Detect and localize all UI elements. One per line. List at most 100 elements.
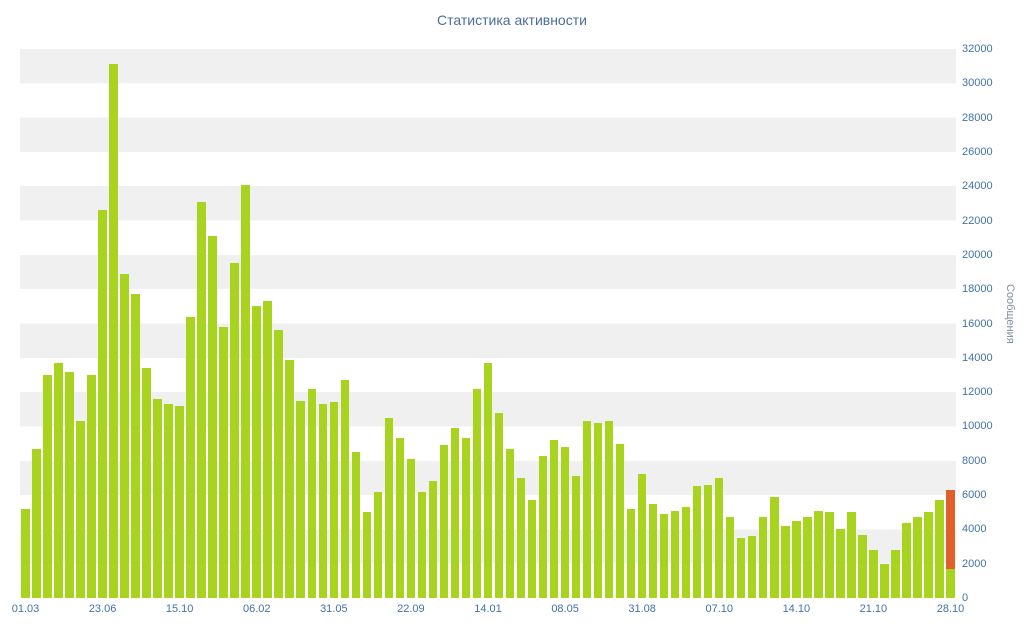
bar[interactable] (318, 404, 328, 598)
bar[interactable] (274, 330, 283, 598)
bar[interactable] (43, 374, 52, 598)
bar[interactable] (307, 388, 316, 598)
bar[interactable] (902, 522, 911, 598)
bar[interactable] (725, 517, 735, 598)
bar[interactable] (120, 273, 129, 598)
bar[interactable] (505, 448, 515, 598)
bar[interactable] (230, 263, 239, 598)
bar[interactable] (770, 496, 779, 598)
bar[interactable] (329, 402, 339, 598)
x-axis-label: 15.10 (165, 603, 194, 615)
bar[interactable] (76, 421, 85, 598)
bar[interactable] (186, 316, 195, 598)
bar[interactable] (836, 529, 845, 598)
bar[interactable] (406, 459, 416, 598)
bar[interactable] (98, 210, 107, 598)
bar[interactable] (615, 443, 625, 598)
bar[interactable] (781, 525, 790, 598)
bar[interactable] (747, 536, 757, 598)
bar[interactable] (164, 404, 173, 598)
bar[interactable] (263, 301, 272, 598)
bar[interactable] (252, 306, 261, 598)
bar[interactable] (384, 417, 394, 598)
bar-highlight-base[interactable] (946, 568, 955, 598)
bar[interactable] (175, 405, 184, 598)
x-axis-label: 01.03 (11, 603, 40, 615)
bar[interactable] (428, 481, 438, 598)
bar[interactable] (32, 448, 41, 598)
x-axis-label: 28.10 (936, 603, 965, 615)
bar[interactable] (571, 476, 581, 598)
y-axis-tick-label: 22000 (962, 214, 993, 227)
bar[interactable] (913, 517, 922, 598)
bar[interactable] (869, 549, 878, 598)
bar[interactable] (109, 64, 118, 598)
y-axis-tick-label: 26000 (962, 145, 993, 158)
bar[interactable] (648, 503, 658, 598)
bar[interactable] (880, 563, 889, 598)
bar[interactable] (692, 486, 702, 598)
bar[interactable] (483, 362, 493, 598)
bar[interactable] (924, 512, 933, 598)
bar[interactable] (461, 438, 471, 598)
bar[interactable] (825, 512, 834, 598)
bar[interactable] (208, 236, 217, 598)
bar[interactable] (814, 510, 823, 598)
bar[interactable] (637, 474, 647, 598)
bar[interactable] (538, 455, 548, 598)
bar[interactable] (516, 477, 526, 598)
bar[interactable] (847, 512, 856, 598)
bar[interactable] (891, 549, 900, 598)
bar[interactable] (549, 440, 559, 598)
bar[interactable] (858, 534, 867, 598)
bar[interactable] (285, 359, 294, 598)
bar[interactable] (681, 507, 691, 598)
bar[interactable] (593, 423, 603, 598)
bar[interactable] (527, 500, 537, 598)
bar[interactable] (417, 491, 427, 598)
bar[interactable] (736, 537, 746, 598)
bar[interactable] (626, 508, 636, 598)
bar[interactable] (494, 412, 504, 598)
bar[interactable] (197, 201, 206, 598)
bar[interactable] (714, 477, 724, 598)
y-axis-tick-label: 4000 (962, 523, 987, 536)
bar[interactable] (792, 520, 801, 598)
plot-area (20, 49, 956, 598)
bar[interactable] (604, 421, 614, 598)
bar[interactable] (296, 400, 305, 598)
bar[interactable] (241, 184, 250, 598)
bar[interactable] (450, 428, 460, 598)
bar[interactable] (439, 445, 449, 598)
bar-highlight[interactable] (946, 489, 955, 598)
bar[interactable] (670, 510, 680, 598)
bar[interactable] (340, 380, 350, 598)
bar[interactable] (21, 508, 30, 598)
bar[interactable] (351, 452, 361, 598)
bar[interactable] (659, 513, 669, 598)
bar[interactable] (65, 371, 74, 598)
bar[interactable] (472, 388, 482, 598)
bar[interactable] (582, 421, 592, 598)
bar[interactable] (373, 491, 383, 598)
bar[interactable] (935, 500, 944, 598)
bar[interactable] (54, 362, 63, 598)
y-axis-tick-label: 2000 (962, 557, 987, 570)
bar[interactable] (703, 484, 713, 598)
bar[interactable] (395, 438, 405, 598)
x-axis-label: 06.02 (242, 603, 271, 615)
bar[interactable] (803, 517, 812, 598)
x-axis-label: 23.06 (88, 603, 117, 615)
bar[interactable] (87, 374, 96, 598)
bar[interactable] (758, 517, 768, 598)
bar[interactable] (560, 447, 570, 598)
x-axis-label: 14.01 (474, 603, 502, 615)
bar[interactable] (362, 512, 372, 598)
chart-title: Статистика активности (437, 12, 587, 28)
bar[interactable] (131, 294, 140, 598)
bar[interactable] (153, 399, 162, 598)
bar[interactable] (219, 326, 228, 598)
bar[interactable] (142, 368, 151, 598)
y-axis-tick-label: 18000 (962, 283, 993, 296)
